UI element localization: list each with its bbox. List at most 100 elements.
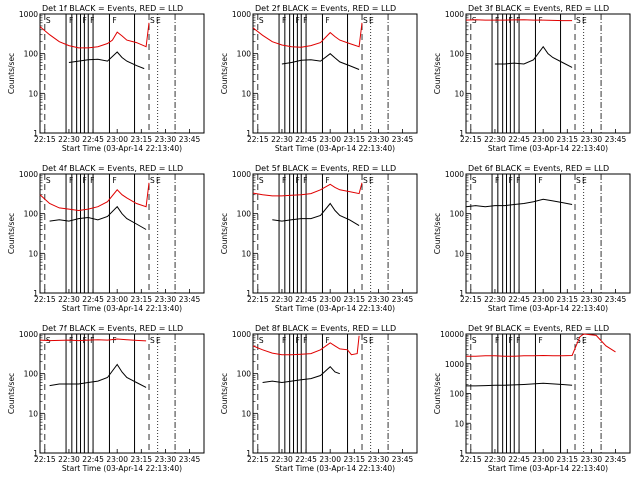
y-tick-label: 10 (241, 249, 251, 258)
y-tick-label: 10 (241, 409, 251, 418)
series-lld-red (252, 335, 360, 356)
y-tick-label: 100 (237, 210, 252, 219)
marker-label-s: S (259, 16, 264, 25)
marker-label-f: F (516, 336, 520, 345)
plot-frame (39, 13, 205, 134)
marker-label-f: F (90, 176, 94, 185)
x-tick-label: 22:30 (58, 295, 80, 304)
x-tick-label: 23:15 (343, 455, 365, 464)
series-lld-red (39, 338, 147, 342)
y-tick-label: 1000 (19, 170, 38, 179)
series-lld-red (466, 333, 616, 357)
y-tick-label: 1 (33, 289, 38, 298)
series-events-black (262, 365, 340, 384)
marker-label-s: S (472, 336, 477, 345)
y-axis-label: Counts/sec (220, 373, 229, 414)
marker-label-e: E (582, 16, 587, 25)
x-tick-label: 23:00 (319, 295, 341, 304)
plot-frame (465, 333, 631, 454)
chart-panel-9: Det 9f BLACK = Events, RED = LLD 1 10 100 10… (433, 324, 631, 473)
marker-label-f: F (495, 336, 499, 345)
y-tick-label: 1 (33, 449, 38, 458)
x-tick-label: 23:45 (605, 295, 627, 304)
chart-panel-6: Det 6f BLACK = Events, RED = LLD 1 10 100 10… (433, 164, 631, 313)
y-axis-label: Counts/sec (433, 373, 442, 414)
x-tick-label: 23:00 (319, 135, 341, 144)
marker-label-s: S (363, 16, 368, 25)
marker-label-f: F (90, 16, 94, 25)
x-tick-label: 23:30 (368, 135, 390, 144)
marker-label-f: F (303, 176, 307, 185)
y-tick-label: 1 (246, 289, 251, 298)
y-tick-label: 1 (459, 289, 464, 298)
marker-label-s: S (46, 16, 51, 25)
x-tick-label: 22:45 (508, 295, 530, 304)
marker-label-f: F (69, 176, 73, 185)
x-tick-label: 23:30 (581, 135, 603, 144)
marker-label-f: F (325, 176, 329, 185)
x-tick-label: 22:15 (34, 295, 56, 304)
y-tick-label: 1000 (232, 330, 251, 339)
x-tick-label: 22:15 (34, 455, 56, 464)
y-tick-label: 1 (459, 449, 464, 458)
x-tick-label: 23:30 (368, 295, 390, 304)
series-events-black (466, 382, 573, 387)
x-axis-label: Start Time (03-Apr-14 22:13:40) (62, 144, 182, 153)
marker-label-s: S (363, 336, 368, 345)
y-tick-label: 100 (450, 390, 465, 399)
y-axis-label: Counts/sec (433, 53, 442, 94)
x-tick-label: 22:45 (295, 295, 317, 304)
series-events-black (49, 205, 147, 230)
chart-title: Det 5f BLACK = Events, RED = LLD (255, 164, 396, 173)
y-axis-label: Counts/sec (7, 373, 16, 414)
x-tick-label: 23:00 (106, 135, 128, 144)
marker-label-f: F (282, 176, 286, 185)
x-tick-label: 22:15 (34, 135, 56, 144)
x-tick-label: 22:45 (295, 135, 317, 144)
x-tick-label: 23:15 (556, 135, 578, 144)
marker-label-f: F (295, 176, 299, 185)
x-axis-label: Start Time (03-Apr-14 22:13:40) (488, 304, 608, 313)
series-lld-red (252, 22, 363, 48)
x-tick-label: 23:00 (319, 455, 341, 464)
x-tick-label: 23:45 (179, 455, 201, 464)
y-axis-label: Counts/sec (7, 213, 16, 254)
x-tick-label: 23:45 (179, 295, 201, 304)
x-tick-label: 23:00 (106, 295, 128, 304)
marker-label-f: F (69, 16, 73, 25)
plot-frame (39, 333, 205, 454)
chart-panel-4: Det 4f BLACK = Events, RED = LLD 1 10 100 10… (7, 164, 205, 313)
chart-title: Det 9f BLACK = Events, RED = LLD (468, 324, 609, 333)
y-tick-label: 100 (24, 50, 39, 59)
marker-label-f: F (303, 336, 307, 345)
x-tick-label: 23:30 (581, 455, 603, 464)
marker-label-f: F (508, 16, 512, 25)
series-events-black (494, 45, 573, 68)
y-tick-label: 100 (450, 210, 465, 219)
marker-label-e: E (156, 176, 161, 185)
x-tick-label: 23:30 (155, 455, 177, 464)
x-tick-label: 22:15 (247, 455, 269, 464)
marker-label-e: E (582, 336, 587, 345)
chart-panel-1: Det 1f BLACK = Events, RED = LLD 1 10 100 10… (7, 4, 205, 153)
y-tick-label: 100 (24, 210, 39, 219)
marker-label-s: S (150, 336, 155, 345)
marker-label-f: F (295, 16, 299, 25)
chart-panel-5: Det 5f BLACK = Events, RED = LLD 1 10 100 10… (220, 164, 418, 313)
chart-panel-2: Det 2f BLACK = Events, RED = LLD 1 10 100 10… (220, 4, 418, 153)
y-tick-label: 1000 (232, 10, 251, 19)
x-tick-label: 23:45 (392, 455, 414, 464)
marker-label-f: F (508, 176, 512, 185)
series-events-black (281, 53, 360, 70)
x-tick-label: 22:15 (247, 135, 269, 144)
plot-frame (252, 13, 418, 134)
y-tick-label: 100 (24, 370, 39, 379)
x-axis-label: Start Time (03-Apr-14 22:13:40) (275, 464, 395, 473)
x-tick-label: 22:15 (247, 295, 269, 304)
y-tick-label: 1000 (19, 10, 38, 19)
marker-label-s: S (150, 16, 155, 25)
marker-label-f: F (112, 336, 116, 345)
marker-label-f: F (82, 176, 86, 185)
x-tick-label: 22:30 (484, 135, 506, 144)
x-tick-label: 22:45 (508, 455, 530, 464)
